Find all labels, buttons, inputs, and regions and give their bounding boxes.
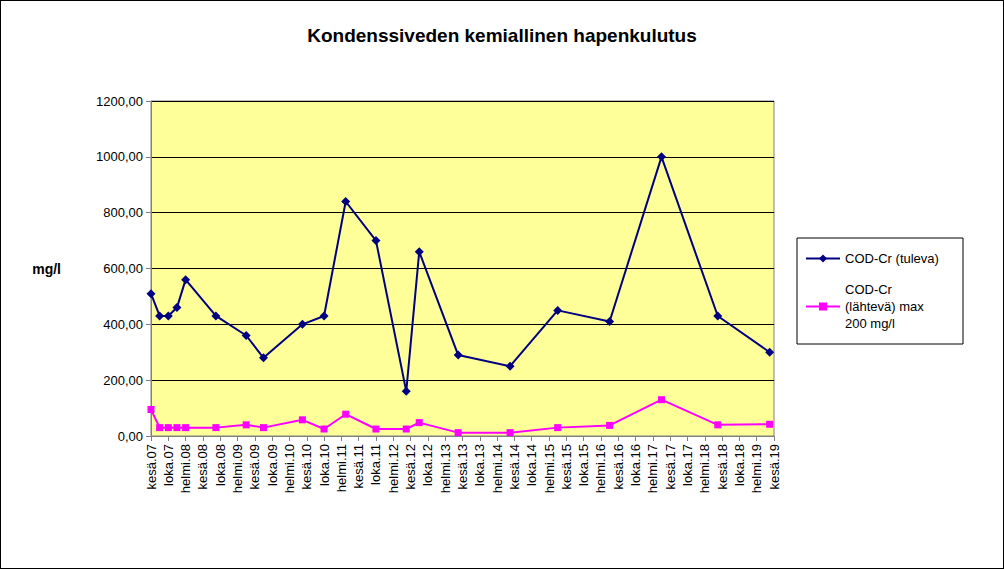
svg-text:(lähtevä) max: (lähtevä) max — [845, 299, 927, 314]
svg-text:helmi.12: helmi.12 — [386, 444, 401, 493]
svg-text:kesä.17: kesä.17 — [663, 444, 678, 490]
svg-text:kesä.18: kesä.18 — [715, 444, 730, 490]
svg-text:1200,00: 1200,00 — [96, 94, 143, 109]
svg-text:helmi.18: helmi.18 — [697, 444, 712, 493]
svg-text:Kondenssiveden kemiallinen hap: Kondenssiveden kemiallinen hapenkulutus — [307, 25, 697, 46]
svg-text:kesä.09: kesä.09 — [247, 444, 262, 490]
svg-text:mg/l: mg/l — [32, 261, 61, 277]
svg-text:1000,00: 1000,00 — [96, 149, 143, 164]
svg-text:kesä.14: kesä.14 — [507, 444, 522, 490]
svg-text:loka.17: loka.17 — [680, 444, 695, 486]
svg-text:loka.15: loka.15 — [576, 444, 591, 486]
svg-text:helmi.10: helmi.10 — [282, 444, 297, 493]
svg-text:helmi.16: helmi.16 — [593, 444, 608, 493]
svg-text:helmi.08: helmi.08 — [178, 444, 193, 493]
svg-text:COD-Cr (tuleva): COD-Cr (tuleva) — [845, 251, 939, 266]
svg-text:loka.09: loka.09 — [265, 444, 280, 486]
svg-text:0,00: 0,00 — [118, 429, 143, 444]
svg-text:loka.14: loka.14 — [524, 444, 539, 486]
svg-text:loka.08: loka.08 — [213, 444, 228, 486]
svg-text:loka.11: loka.11 — [368, 444, 383, 485]
svg-text:kesä.19: kesä.19 — [767, 444, 782, 490]
svg-text:200 mg/l: 200 mg/l — [845, 316, 895, 331]
svg-text:kesä.08: kesä.08 — [195, 444, 210, 490]
svg-text:loka.07: loka.07 — [161, 444, 176, 486]
svg-text:helmi.15: helmi.15 — [542, 444, 557, 493]
svg-text:kesä.13: kesä.13 — [455, 444, 470, 490]
svg-text:kesä.11: kesä.11 — [351, 444, 366, 489]
svg-text:helmi.19: helmi.19 — [749, 444, 764, 493]
svg-text:kesä.15: kesä.15 — [559, 444, 574, 490]
svg-text:kesä.07: kesä.07 — [144, 444, 159, 490]
svg-text:kesä.12: kesä.12 — [403, 444, 418, 490]
svg-text:kesä.10: kesä.10 — [299, 444, 314, 490]
svg-text:200,00: 200,00 — [103, 373, 143, 388]
svg-text:loka.10: loka.10 — [317, 444, 332, 486]
svg-text:loka.13: loka.13 — [472, 444, 487, 486]
svg-text:helmi.13: helmi.13 — [438, 444, 453, 493]
svg-text:loka.16: loka.16 — [628, 444, 643, 486]
svg-text:helmi.17: helmi.17 — [645, 444, 660, 493]
svg-text:400,00: 400,00 — [103, 317, 143, 332]
svg-text:helmi.14: helmi.14 — [490, 444, 505, 493]
svg-text:loka.18: loka.18 — [732, 444, 747, 486]
svg-text:helmi.09: helmi.09 — [230, 444, 245, 493]
svg-text:loka.12: loka.12 — [420, 444, 435, 486]
svg-text:helmi.11: helmi.11 — [334, 444, 349, 492]
svg-text:800,00: 800,00 — [103, 205, 143, 220]
svg-text:kesä.16: kesä.16 — [611, 444, 626, 490]
svg-text:COD-Cr: COD-Cr — [845, 282, 896, 297]
svg-text:600,00: 600,00 — [103, 261, 143, 276]
